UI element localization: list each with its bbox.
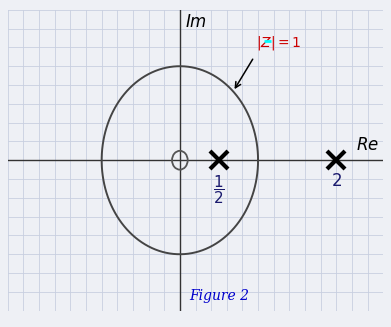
Text: Figure 2: Figure 2 <box>189 289 249 303</box>
Text: $2$: $2$ <box>331 173 342 190</box>
Text: $\dfrac{1}{2}$: $\dfrac{1}{2}$ <box>213 173 225 206</box>
Text: $\mathit{Im}$: $\mathit{Im}$ <box>185 14 207 30</box>
Text: $\mathit{Re}$: $\mathit{Re}$ <box>356 137 379 154</box>
Text: $|\mathit{Z}| = 1$: $|\mathit{Z}| = 1$ <box>256 34 302 52</box>
